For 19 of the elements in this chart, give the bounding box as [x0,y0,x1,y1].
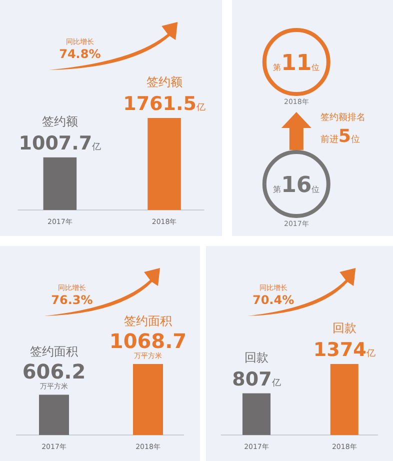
text: 签约面积 [30,344,78,359]
text: 前进5位 [320,126,360,147]
text: 70.4% [252,293,294,307]
text: 签约额排名 [320,112,366,123]
text: 74.8% [59,47,101,61]
text: 回款 [244,350,268,364]
text: 回款 [332,321,356,335]
data-label: 1761.5亿 [123,93,206,115]
data-label: 1374亿 [313,339,376,361]
text: 76.3% [51,293,93,307]
data-label: 1068.7 [109,329,187,353]
text: 签约额 [146,75,182,89]
text: 签约面积 [124,314,172,328]
text: 第16位 [273,173,320,198]
text: 第11位 [273,51,320,76]
data-label: 606.2 [22,360,86,384]
data-label: 1007.7亿 [18,132,102,154]
text: 签约额 [42,114,78,128]
data-label: 807亿 [232,368,281,390]
